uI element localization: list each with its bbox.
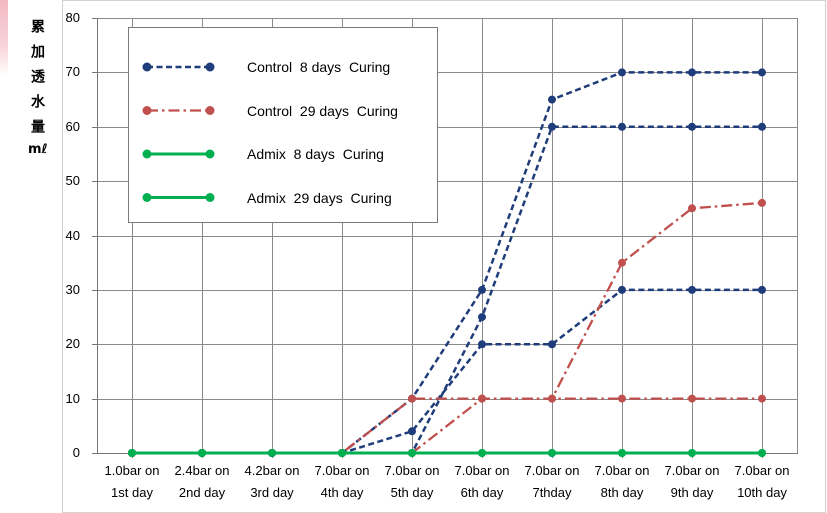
x-tick-label-0: 1.0bar on 1st day xyxy=(104,463,160,500)
x-tick-label-9: 7.0bar on 10th day xyxy=(734,463,790,500)
data-point-3-0-9 xyxy=(758,449,766,457)
legend-marker-right-0 xyxy=(205,62,215,72)
data-point-0-0-5 xyxy=(478,285,486,294)
legend-marker-right-3 xyxy=(205,193,215,202)
data-point-3-0-4 xyxy=(408,449,416,457)
y-tick-label-4: 40 xyxy=(65,228,80,243)
data-point-0-2-5 xyxy=(478,313,486,322)
data-point-0-0-8 xyxy=(688,68,696,77)
legend-marker-right-2 xyxy=(205,149,215,159)
data-point-1-1-7 xyxy=(618,258,626,267)
data-point-1-0-8 xyxy=(688,394,696,403)
x-tick-label-1: 2.4bar on 2nd day xyxy=(174,463,230,500)
y-tick-label-5: 50 xyxy=(65,173,80,188)
data-point-0-2-6 xyxy=(548,122,556,131)
x-tick-label-5: 7.0bar on 6th day xyxy=(454,463,510,500)
data-point-3-0-7 xyxy=(618,449,626,457)
x-tick-label-4: 7.0bar on 5th day xyxy=(384,463,440,500)
data-point-0-0-6 xyxy=(548,95,556,104)
data-point-3-0-1 xyxy=(198,449,206,457)
y-tick-label-3: 30 xyxy=(65,282,80,297)
x-tick-label-3: 7.0bar on 4th day xyxy=(314,463,370,500)
legend-label-1: Control 29 days Curing xyxy=(247,103,398,119)
data-point-0-2-8 xyxy=(688,122,696,131)
y-tick-label-2: 20 xyxy=(65,336,80,351)
data-point-0-2-9 xyxy=(758,122,766,131)
series-line-1-0 xyxy=(132,397,762,455)
data-point-0-1-8 xyxy=(688,285,696,294)
data-point-0-0-7 xyxy=(618,68,626,77)
x-tick-label-2: 4.2bar on 3rd day xyxy=(244,463,300,500)
data-point-1-1-8 xyxy=(688,204,696,213)
legend-label-2: Admix 8 days Curing xyxy=(247,146,384,162)
data-point-1-1-5 xyxy=(478,394,486,403)
y-tick-label-8: 80 xyxy=(65,10,80,25)
data-point-3-0-2 xyxy=(268,449,276,457)
legend-label-0: Control 8 days Curing xyxy=(247,59,391,75)
y-tick-label-7: 70 xyxy=(65,64,80,79)
x-tick-label-8: 7.0bar on 9th day xyxy=(664,463,720,500)
data-point-1-0-4 xyxy=(408,394,416,403)
data-point-1-1-9 xyxy=(758,198,766,207)
data-point-1-1-6 xyxy=(548,394,556,403)
x-tick-label-6: 7.0bar on 7thday xyxy=(524,463,580,500)
data-point-0-1-4 xyxy=(408,427,416,436)
legend-box xyxy=(128,27,438,223)
data-point-3-0-8 xyxy=(688,449,696,457)
series-layer xyxy=(128,68,766,457)
data-point-3-0-0 xyxy=(128,449,136,457)
data-point-1-0-7 xyxy=(618,394,626,403)
data-point-0-2-7 xyxy=(618,122,626,131)
legend-marker-left-3 xyxy=(142,193,152,202)
legend xyxy=(128,27,438,223)
y-axis-label: 累加透水量 xyxy=(29,19,45,144)
data-point-3-0-6 xyxy=(548,449,556,457)
legend-marker-right-1 xyxy=(205,106,215,115)
y-tick-label-1: 10 xyxy=(65,391,80,406)
data-point-3-0-3 xyxy=(338,449,346,457)
data-point-0-1-6 xyxy=(548,340,556,349)
y-tick-label-6: 60 xyxy=(65,119,80,134)
legend-marker-left-0 xyxy=(142,62,152,72)
data-point-0-1-5 xyxy=(478,340,486,349)
data-point-0-1-9 xyxy=(758,285,766,294)
data-point-0-0-9 xyxy=(758,68,766,77)
series-line-1-1 xyxy=(132,201,763,455)
legend-marker-left-2 xyxy=(142,149,152,159)
y-axis-unit: mℓ xyxy=(28,142,48,157)
legend-marker-left-1 xyxy=(142,106,152,115)
y-tick-label-0: 0 xyxy=(72,445,80,460)
edge-decoration xyxy=(0,0,8,76)
data-point-0-1-7 xyxy=(618,285,626,294)
legend-label-3: Admix 29 days Curing xyxy=(247,190,392,206)
data-point-1-0-9 xyxy=(758,394,766,403)
data-point-3-0-5 xyxy=(478,449,486,457)
x-tick-label-7: 7.0bar on 8th day xyxy=(594,463,650,500)
